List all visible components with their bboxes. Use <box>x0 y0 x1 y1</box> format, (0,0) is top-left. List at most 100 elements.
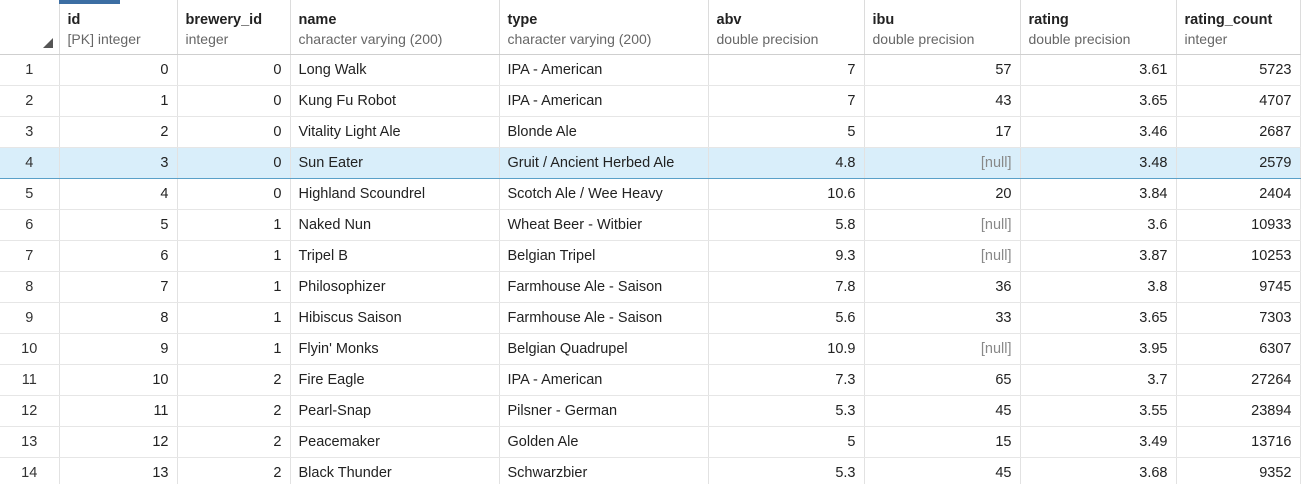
cell-id[interactable]: 0 <box>59 54 178 86</box>
cell-name[interactable]: Highland Scoundrel <box>290 178 500 210</box>
cell-id[interactable]: 8 <box>59 302 178 334</box>
cell-abv[interactable]: 4.8 <box>708 146 865 179</box>
cell-rating-count[interactable]: 23894 <box>1176 395 1301 427</box>
cell-rating[interactable]: 3.65 <box>1020 302 1177 334</box>
cell-rating[interactable]: 3.87 <box>1020 240 1177 272</box>
cell-rating[interactable]: 3.65 <box>1020 85 1177 117</box>
cell-ibu[interactable]: 20 <box>864 178 1021 210</box>
cell-id[interactable]: 1 <box>59 85 178 117</box>
cell-id[interactable]: 13 <box>59 457 178 484</box>
cell-name[interactable]: Hibiscus Saison <box>290 302 500 334</box>
table-row[interactable]: 6 5 1 Naked Nun Wheat Beer - Witbier 5.8 [null… <box>0 209 1301 241</box>
cell-ibu[interactable]: 45 <box>864 457 1021 484</box>
cell-ibu[interactable]: 15 <box>864 426 1021 458</box>
cell-type[interactable]: IPA - American <box>499 364 709 396</box>
cell-type[interactable]: Pilsner - German <box>499 395 709 427</box>
cell-name[interactable]: Vitality Light Ale <box>290 116 500 148</box>
cell-abv[interactable]: 5.3 <box>708 395 865 427</box>
cell-type[interactable]: Wheat Beer - Witbier <box>499 209 709 241</box>
cell-rating-count[interactable]: 6307 <box>1176 333 1301 365</box>
row-number[interactable]: 11 <box>0 364 60 396</box>
cell-name[interactable]: Naked Nun <box>290 209 500 241</box>
row-number[interactable]: 5 <box>0 178 60 210</box>
cell-abv[interactable]: 5.3 <box>708 457 865 484</box>
row-number[interactable]: 4 <box>0 146 60 179</box>
cell-rating[interactable]: 3.48 <box>1020 146 1177 179</box>
cell-brewery-id[interactable]: 2 <box>177 426 291 458</box>
cell-abv[interactable]: 5.8 <box>708 209 865 241</box>
cell-rating-count[interactable]: 2404 <box>1176 178 1301 210</box>
cell-type[interactable]: Belgian Quadrupel <box>499 333 709 365</box>
cell-type[interactable]: Scotch Ale / Wee Heavy <box>499 178 709 210</box>
row-number[interactable]: 6 <box>0 209 60 241</box>
row-number[interactable]: 1 <box>0 54 60 86</box>
cell-brewery-id[interactable]: 0 <box>177 178 291 210</box>
cell-brewery-id[interactable]: 1 <box>177 209 291 241</box>
cell-rating[interactable]: 3.49 <box>1020 426 1177 458</box>
cell-type[interactable]: Golden Ale <box>499 426 709 458</box>
cell-abv[interactable]: 9.3 <box>708 240 865 272</box>
row-number[interactable]: 9 <box>0 302 60 334</box>
cell-name[interactable]: Kung Fu Robot <box>290 85 500 117</box>
cell-rating-count[interactable]: 5723 <box>1176 54 1301 86</box>
cell-name[interactable]: Flyin' Monks <box>290 333 500 365</box>
cell-type[interactable]: Farmhouse Ale - Saison <box>499 271 709 303</box>
cell-rating[interactable]: 3.61 <box>1020 54 1177 86</box>
cell-brewery-id[interactable]: 2 <box>177 457 291 484</box>
cell-ibu[interactable]: 17 <box>864 116 1021 148</box>
cell-brewery-id[interactable]: 0 <box>177 85 291 117</box>
cell-rating[interactable]: 3.55 <box>1020 395 1177 427</box>
row-number[interactable]: 12 <box>0 395 60 427</box>
cell-ibu[interactable]: 43 <box>864 85 1021 117</box>
select-all-corner[interactable] <box>0 0 60 55</box>
cell-name[interactable]: Pearl-Snap <box>290 395 500 427</box>
cell-name[interactable]: Black Thunder <box>290 457 500 484</box>
row-number[interactable]: 10 <box>0 333 60 365</box>
cell-abv[interactable]: 7.3 <box>708 364 865 396</box>
column-header-ibu[interactable]: ibu double precision <box>864 0 1021 55</box>
row-number[interactable]: 14 <box>0 457 60 484</box>
table-row[interactable]: 9 8 1 Hibiscus Saison Farmhouse Ale - Saison… <box>0 302 1301 334</box>
table-row[interactable]: 14 13 2 Black Thunder Schwarzbier 5.3 45 3.68 93… <box>0 457 1301 484</box>
select-all-icon[interactable] <box>42 37 53 48</box>
cell-abv[interactable]: 7.8 <box>708 271 865 303</box>
column-header-abv[interactable]: abv double precision <box>708 0 865 55</box>
cell-id[interactable]: 10 <box>59 364 178 396</box>
cell-id[interactable]: 3 <box>59 146 178 179</box>
row-number[interactable]: 13 <box>0 426 60 458</box>
cell-name[interactable]: Tripel B <box>290 240 500 272</box>
cell-type[interactable]: IPA - American <box>499 85 709 117</box>
cell-brewery-id[interactable]: 1 <box>177 302 291 334</box>
cell-ibu[interactable]: 57 <box>864 54 1021 86</box>
column-header-brewery-id[interactable]: brewery_id integer <box>177 0 291 55</box>
table-row[interactable]: 3 2 0 Vitality Light Ale Blonde Ale 5 17 3.46 26… <box>0 116 1301 148</box>
cell-rating-count[interactable]: 10253 <box>1176 240 1301 272</box>
table-row[interactable]: 8 7 1 Philosophizer Farmhouse Ale - Saison 7.… <box>0 271 1301 303</box>
column-header-type[interactable]: type character varying (200) <box>499 0 709 55</box>
cell-rating-count[interactable]: 9352 <box>1176 457 1301 484</box>
cell-rating-count[interactable]: 10933 <box>1176 209 1301 241</box>
cell-brewery-id[interactable]: 0 <box>177 54 291 86</box>
row-number[interactable]: 7 <box>0 240 60 272</box>
cell-ibu[interactable]: 33 <box>864 302 1021 334</box>
cell-brewery-id[interactable]: 0 <box>177 146 291 179</box>
cell-name[interactable]: Philosophizer <box>290 271 500 303</box>
cell-id[interactable]: 9 <box>59 333 178 365</box>
cell-id[interactable]: 4 <box>59 178 178 210</box>
table-row[interactable]: 1 0 0 Long Walk IPA - American 7 57 3.61 5723 <box>0 54 1301 86</box>
cell-rating-count[interactable]: 2687 <box>1176 116 1301 148</box>
table-row[interactable]: 10 9 1 Flyin' Monks Belgian Quadrupel 10.9 [nu… <box>0 333 1301 365</box>
column-header-id[interactable]: id [PK] integer <box>59 0 178 55</box>
cell-rating[interactable]: 3.95 <box>1020 333 1177 365</box>
cell-brewery-id[interactable]: 1 <box>177 240 291 272</box>
cell-rating[interactable]: 3.84 <box>1020 178 1177 210</box>
cell-type[interactable]: Blonde Ale <box>499 116 709 148</box>
cell-id[interactable]: 2 <box>59 116 178 148</box>
table-row[interactable]: 4 3 0 Sun Eater Gruit / Ancient Herbed Ale 4.… <box>0 146 1301 179</box>
cell-rating[interactable]: 3.8 <box>1020 271 1177 303</box>
cell-abv[interactable]: 5.6 <box>708 302 865 334</box>
row-number[interactable]: 3 <box>0 116 60 148</box>
cell-rating-count[interactable]: 2579 <box>1176 146 1301 179</box>
cell-abv[interactable]: 7 <box>708 54 865 86</box>
cell-rating[interactable]: 3.6 <box>1020 209 1177 241</box>
